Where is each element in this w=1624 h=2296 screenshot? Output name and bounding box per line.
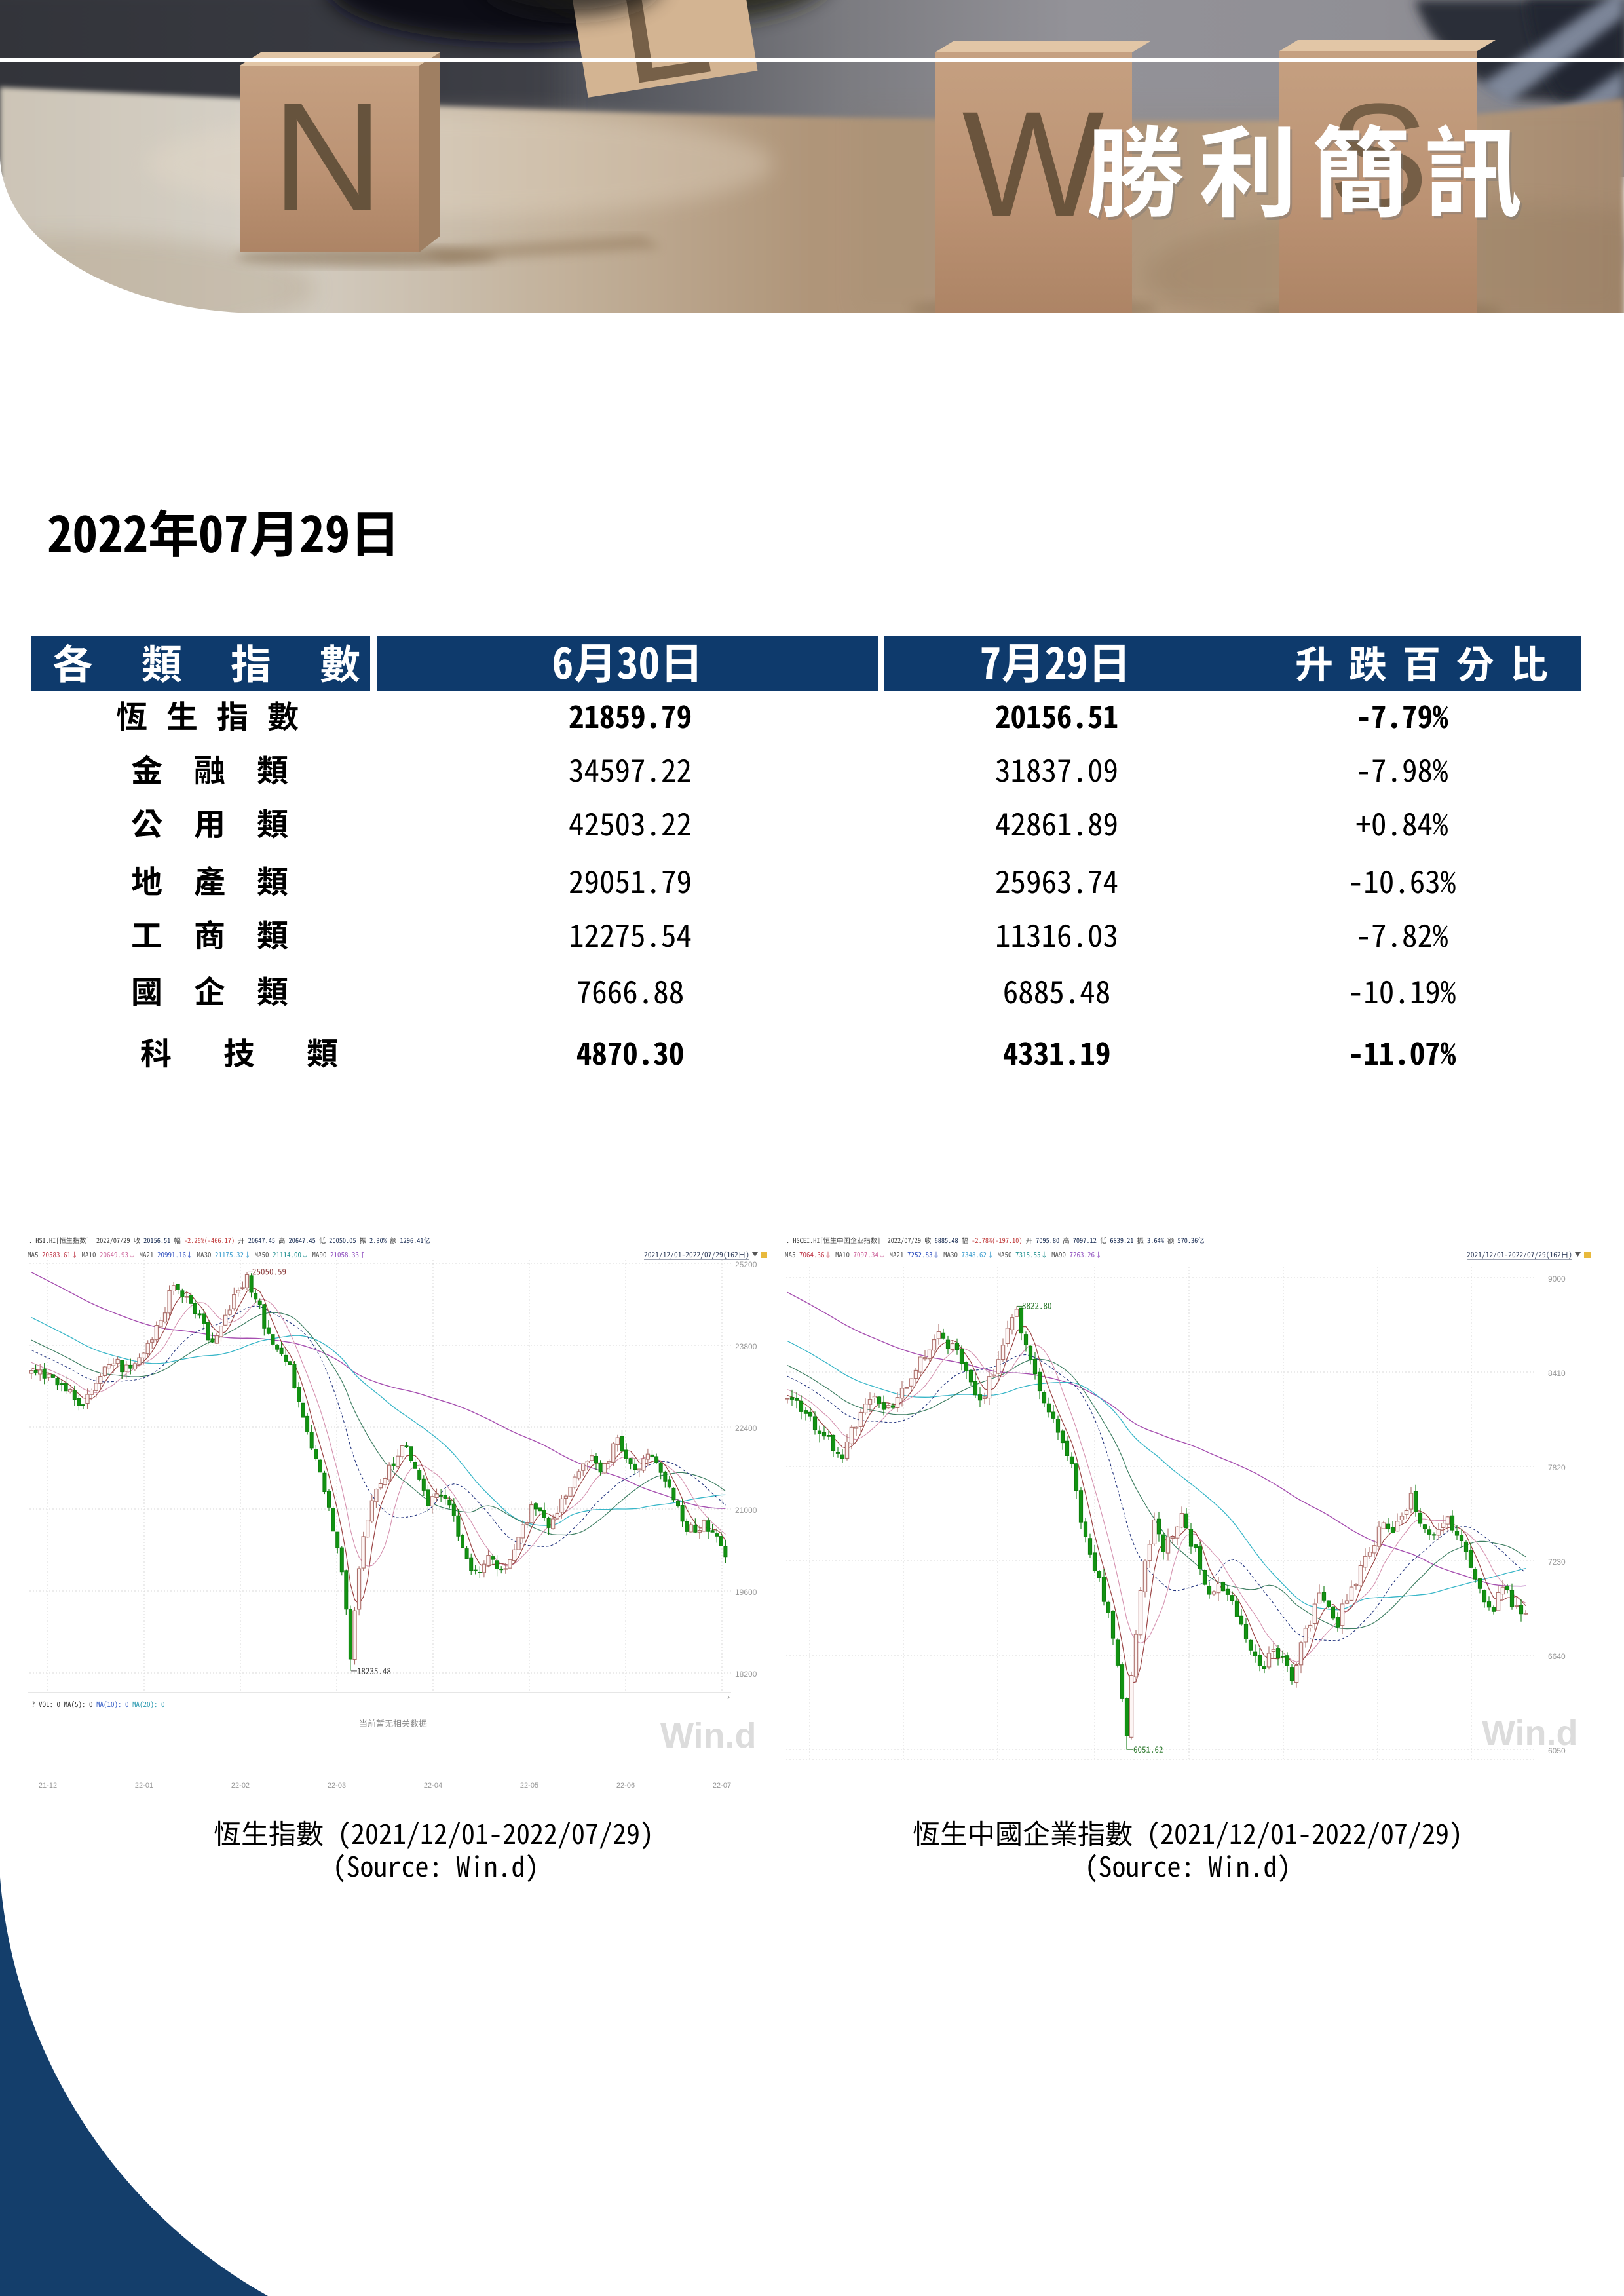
svg-text:Win.d: Win.d: [660, 1716, 756, 1755]
svg-text:8410: 8410: [1548, 1369, 1566, 1378]
svg-text:9000: 9000: [1548, 1274, 1566, 1284]
svg-text:22-01: 22-01: [135, 1782, 153, 1789]
svg-text:21-12: 21-12: [39, 1782, 57, 1789]
svg-text:W: W: [962, 80, 1104, 248]
svg-text:23800: 23800: [735, 1342, 757, 1351]
svg-text:22-03: 22-03: [328, 1782, 346, 1789]
svg-text:25200: 25200: [735, 1260, 757, 1269]
svg-text:7230: 7230: [1548, 1558, 1566, 1567]
svg-text:19600: 19600: [735, 1588, 757, 1597]
svg-text:18200: 18200: [735, 1670, 757, 1679]
svg-text:7820: 7820: [1548, 1463, 1566, 1472]
svg-text:22-02: 22-02: [231, 1782, 250, 1789]
svg-text:6640: 6640: [1548, 1652, 1566, 1661]
svg-text:6050: 6050: [1548, 1746, 1566, 1755]
svg-text:21000: 21000: [735, 1506, 757, 1515]
svg-text:Win.d: Win.d: [1482, 1713, 1577, 1753]
svg-text:22-07: 22-07: [713, 1782, 731, 1789]
svg-text:›: ›: [727, 1693, 730, 1702]
svg-text:22-04: 22-04: [424, 1782, 442, 1789]
svg-text:22-06: 22-06: [616, 1782, 635, 1789]
svg-text:22-05: 22-05: [520, 1782, 538, 1789]
svg-text:22400: 22400: [735, 1424, 757, 1433]
svg-text:N: N: [272, 70, 383, 242]
